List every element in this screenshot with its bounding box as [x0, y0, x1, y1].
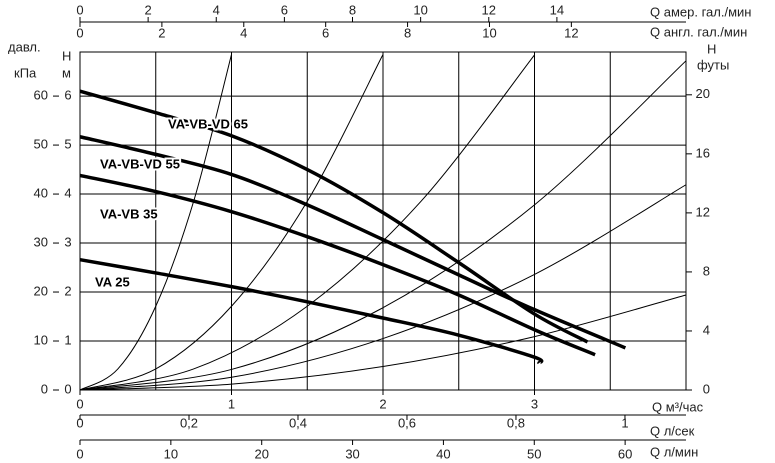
- x-tick-label: 0: [76, 415, 83, 430]
- x-tick-label: 2: [379, 396, 386, 411]
- y-axis-unit: м: [62, 65, 71, 80]
- x-axis-title: Q м³/час: [652, 399, 704, 414]
- y-tick-label: 6: [64, 88, 71, 103]
- x-tick-label: 4: [240, 25, 247, 40]
- kpa-axis-unit: кПа: [14, 65, 37, 80]
- x-axis-title: Q л/сек: [650, 423, 695, 438]
- x-tick-label: 0,4: [289, 415, 307, 430]
- x-tick-label: 0: [76, 2, 83, 17]
- y2-axis-unit: футы: [697, 57, 729, 72]
- x-tick-label: 4: [213, 2, 220, 17]
- y-tick-label: 1: [64, 332, 71, 347]
- x-tick-label: 3: [531, 396, 538, 411]
- y-tick-label: 4: [64, 185, 71, 200]
- x-tick-label: 12: [564, 25, 578, 40]
- y2-axis-title: H: [707, 41, 716, 56]
- pump-curve: [79, 257, 544, 365]
- x-tick-label: 14: [550, 2, 564, 17]
- y-tick-label: 5: [64, 137, 71, 152]
- y2-tick-label: 4: [703, 322, 710, 337]
- x-tick-label: 1: [228, 396, 235, 411]
- kpa-tick-label: 40: [34, 185, 48, 200]
- x-tick-label: 1: [621, 415, 628, 430]
- y-tick-label: 3: [64, 234, 71, 249]
- y-tick-label: 0: [64, 381, 71, 396]
- x-axis-title: Q англ. гал./мин: [650, 24, 747, 39]
- reference-curve: [79, 54, 535, 391]
- x-tick-label: 50: [527, 446, 541, 461]
- x-tick-label: 40: [436, 446, 450, 461]
- x-tick-label: 12: [482, 2, 496, 17]
- kpa-tick-label: 60: [34, 88, 48, 103]
- y2-tick-label: 0: [703, 381, 710, 396]
- x-axis-title: Q амер. гал./мин: [650, 4, 751, 19]
- x-tick-label: 0,2: [180, 415, 198, 430]
- x-tick-label: 0,8: [507, 415, 525, 430]
- kpa-tick-label: 30: [34, 234, 48, 249]
- kpa-tick-label: 20: [34, 283, 48, 298]
- reference-curve: [79, 184, 687, 391]
- kpa-axis-title: давл.: [8, 39, 41, 54]
- x-tick-label: 0,6: [398, 415, 416, 430]
- x-tick-label: 30: [345, 446, 359, 461]
- y2-tick-label: 20: [696, 86, 710, 101]
- reference-curve: [79, 54, 384, 391]
- kpa-tick-label: 50: [34, 137, 48, 152]
- curve-label: VA-VB-VD 65: [168, 116, 248, 131]
- x-tick-label: 10: [164, 446, 178, 461]
- x-tick-label: 10: [413, 2, 427, 17]
- x-tick-label: 8: [349, 2, 356, 17]
- curve-label: VA 25: [95, 274, 130, 289]
- x-tick-label: 2: [145, 2, 152, 17]
- x-tick-label: 0: [76, 25, 83, 40]
- x-tick-label: 6: [322, 25, 329, 40]
- x-tick-label: 0: [76, 446, 83, 461]
- x-axis-title: Q л/мин: [650, 444, 698, 459]
- kpa-tick-label: 10: [34, 332, 48, 347]
- curve-label: VA-VB-VD 55: [100, 156, 180, 171]
- x-tick-label: 20: [254, 446, 268, 461]
- y2-tick-label: 16: [696, 145, 710, 160]
- pump-curve: [79, 135, 627, 350]
- y2-tick-label: 12: [696, 204, 710, 219]
- reference-curve: [79, 60, 687, 391]
- y-tick-label: 2: [64, 283, 71, 298]
- reference-curve: [79, 294, 687, 391]
- x-tick-label: 0: [76, 396, 83, 411]
- kpa-tick-label: 0: [41, 381, 48, 396]
- x-tick-label: 60: [618, 446, 632, 461]
- x-tick-label: 2: [158, 25, 165, 40]
- y-axis-title: H: [62, 48, 71, 63]
- x-tick-label: 10: [482, 25, 496, 40]
- x-tick-label: 6: [281, 2, 288, 17]
- x-tick-label: 8: [404, 25, 411, 40]
- curve-label: VA-VB 35: [100, 206, 158, 221]
- pump-curve: [79, 173, 596, 357]
- y2-tick-label: 8: [703, 263, 710, 278]
